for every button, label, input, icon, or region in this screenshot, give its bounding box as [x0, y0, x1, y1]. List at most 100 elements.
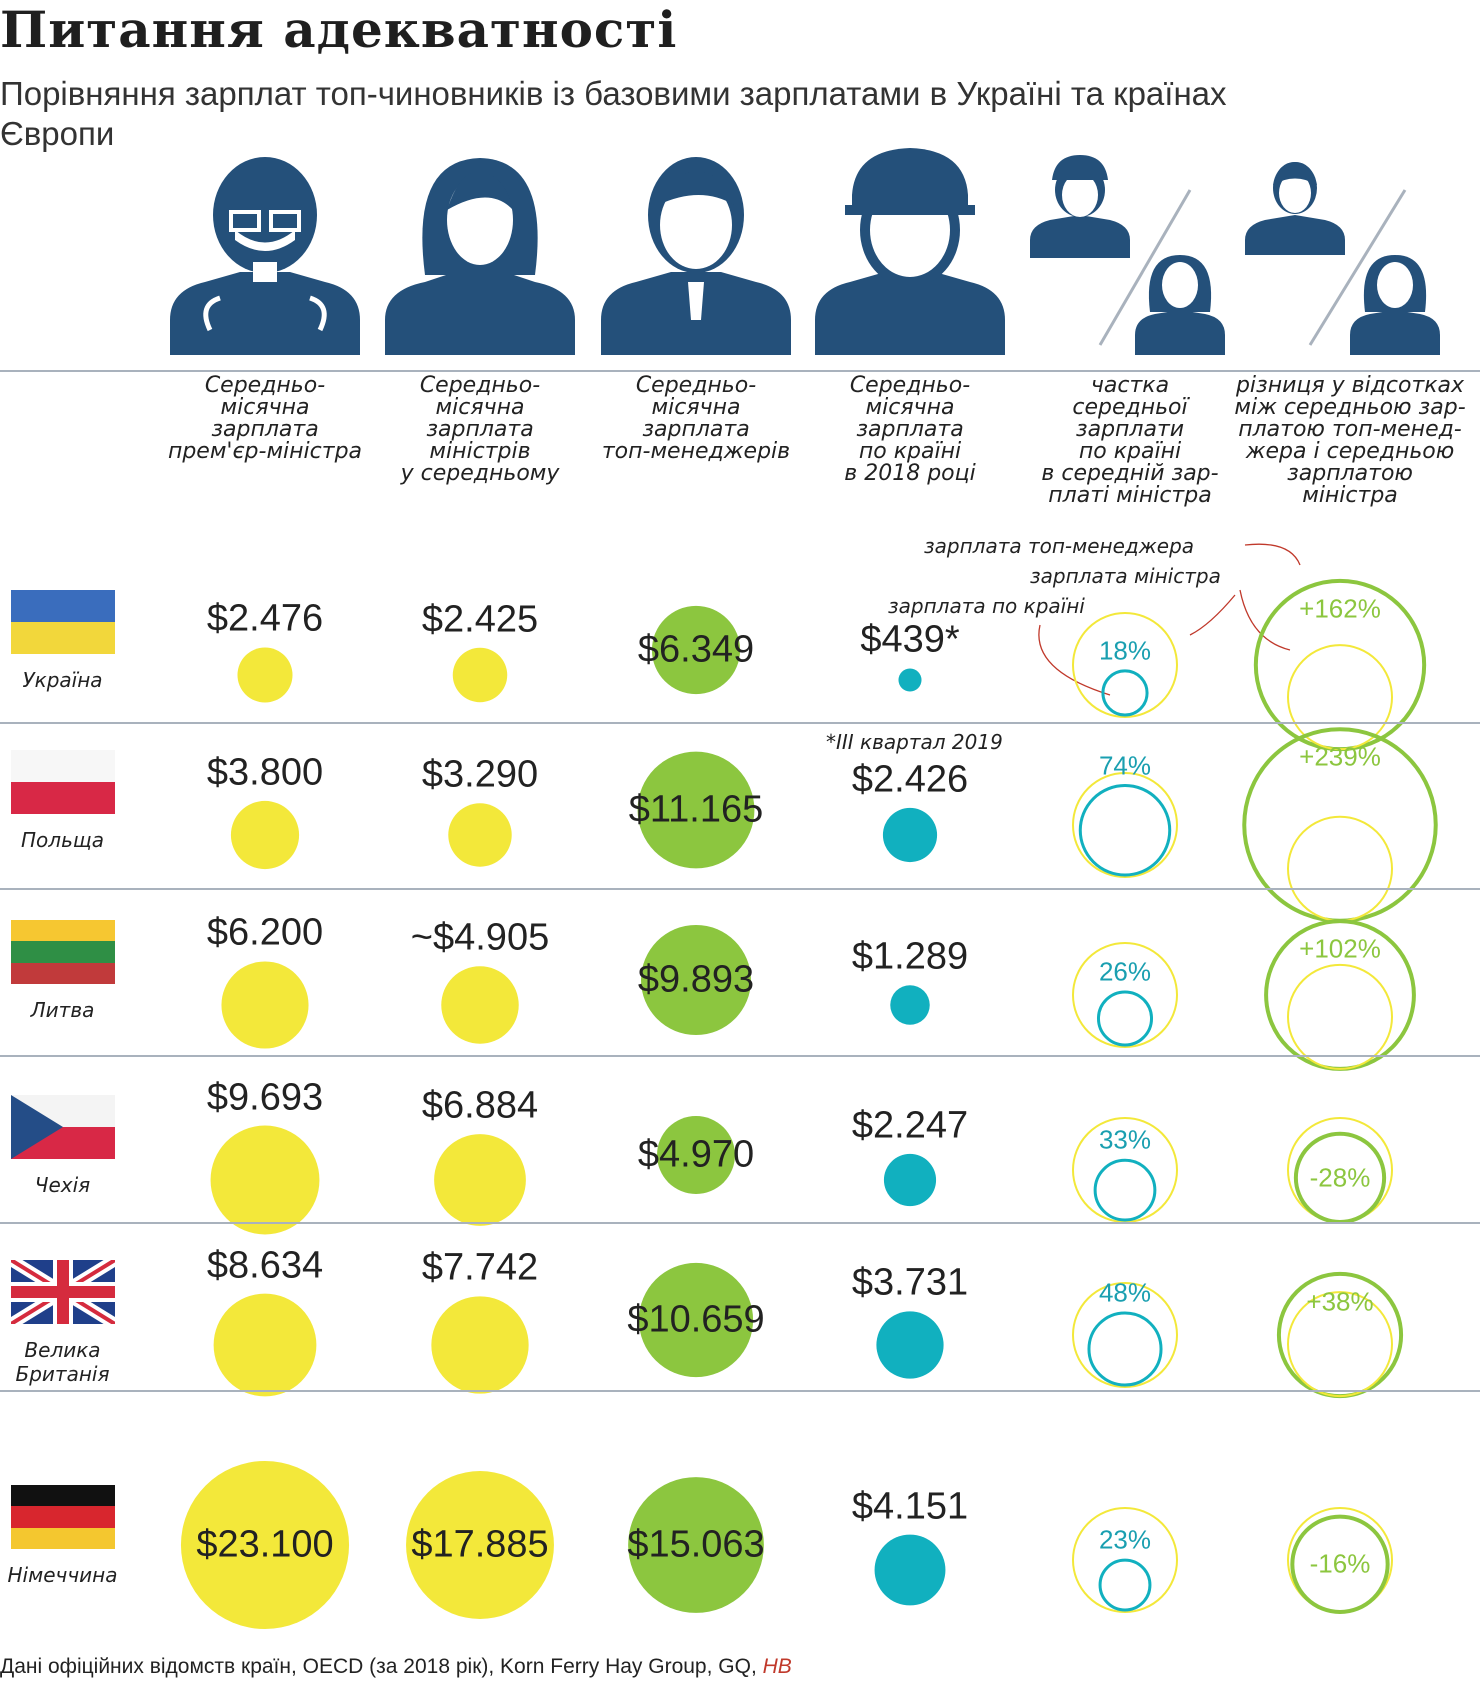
source-line: Дані офіційних відомств країн, OECD (за …: [0, 1655, 792, 1679]
diff-manager-ring: [1290, 1514, 1390, 1614]
poland-flag: [11, 750, 115, 814]
managers-circle: [657, 1116, 735, 1194]
legend-arrow-minister: [1189, 594, 1236, 636]
ministers-circle: [448, 803, 512, 867]
country-name: Велика Британія: [15, 1338, 110, 1386]
ministers-value: $6.884: [421, 1084, 539, 1127]
managers-value: $11.165: [628, 788, 764, 831]
diff-minister-ring: [1287, 815, 1393, 922]
legend-top-manager: зарплата топ-менеджера: [924, 534, 1195, 558]
country-name: Литва: [30, 998, 95, 1022]
avg-value: $3.731: [851, 1261, 969, 1304]
avg-value: $4.151: [851, 1485, 969, 1528]
avg-circle: [882, 807, 938, 863]
share-minister-ring: [1072, 1282, 1178, 1388]
worker-icon: [815, 148, 1005, 355]
share-minister-ring: [1072, 612, 1178, 718]
share-value: 26%: [1098, 956, 1152, 987]
column-header-managers: Середньо- місячна зарплата топ-менеджері…: [601, 373, 791, 464]
pm-value: $23.100: [196, 1523, 334, 1566]
avg-circle: [883, 1153, 937, 1207]
share-value: 23%: [1098, 1524, 1152, 1555]
ministers-value: $3.290: [421, 753, 539, 796]
diff-value: +102%: [1299, 933, 1381, 964]
rows-layer: [180, 578, 1438, 1630]
managers-circle: [628, 1477, 764, 1613]
legend-minister: зарплата міністра: [1030, 564, 1221, 588]
row-separator: [0, 888, 1480, 890]
pm-circle: [237, 647, 293, 703]
avg-circle: [890, 985, 930, 1025]
ministers-circle: [441, 966, 519, 1044]
row-separator: [0, 722, 1480, 724]
female-minister-icon: [385, 158, 575, 355]
share-country-ring: [1101, 669, 1149, 717]
pm-circle: [210, 1125, 320, 1235]
column-header-pm: Середньо- місячна зарплата прем'єр-мініс…: [167, 373, 363, 464]
ministers-circle: [434, 1134, 526, 1226]
avg-circle: [876, 1311, 944, 1379]
avg-value: $2.426: [851, 758, 969, 801]
avg-value: $2.247: [851, 1104, 969, 1147]
managers-value: $6.349: [637, 628, 755, 671]
prime-minister-icon: [170, 157, 360, 355]
source-text: Дані офіційних відомств країн, OECD (за …: [0, 1655, 757, 1678]
legend-arrow-minister-2: [1239, 589, 1291, 651]
ministers-circle: [406, 1471, 554, 1619]
pm-value: $6.200: [206, 911, 324, 954]
row-separator: [0, 370, 1480, 372]
pm-value: $2.476: [206, 597, 324, 640]
pm-circle: [180, 1460, 350, 1630]
pm-value: $3.800: [206, 751, 324, 794]
row-separator: [0, 1390, 1480, 1392]
share-minister-ring: [1072, 1507, 1178, 1613]
diff-minister-ring: [1287, 963, 1393, 1070]
managers-circle: [651, 605, 741, 695]
share-country-ring: [1087, 1311, 1163, 1387]
share-minister-ring: [1072, 942, 1178, 1048]
avg-circle: [874, 1534, 946, 1606]
legend-arrow-country: [1038, 624, 1111, 696]
lithuania-flag: [11, 920, 115, 984]
share-country-ring: [1093, 1158, 1157, 1222]
source-brand: НВ: [762, 1655, 792, 1678]
ministers-value: ~$4.905: [410, 916, 550, 959]
row-separator: [0, 1055, 1480, 1057]
managers-circle: [640, 924, 752, 1036]
avg-value: $1.289: [851, 935, 969, 978]
germany-flag: [11, 1485, 115, 1549]
ministers-circle: [431, 1296, 529, 1394]
managers-circle: [638, 1262, 754, 1378]
uk-flag: [7, 1254, 119, 1330]
share-country-ring: [1078, 784, 1172, 877]
pm-circle: [221, 961, 309, 1049]
country-name: Україна: [22, 668, 103, 692]
country-name: Німеччина: [7, 1563, 118, 1587]
share-value: 18%: [1098, 635, 1152, 666]
row-separator: [0, 1222, 1480, 1224]
footnote: *III квартал 2019: [826, 730, 1003, 754]
managers-value: $9.893: [637, 958, 755, 1001]
column-header-ministers: Середньо- місячна зарплата міністрів у с…: [400, 373, 560, 486]
column-header-share: частка середньої зарплати по країні в се…: [1041, 373, 1219, 508]
legend-arrow-top-manager: [1244, 543, 1301, 566]
ministers-value: $2.425: [421, 598, 539, 641]
worker-over-minister-icon: [1030, 155, 1225, 355]
ministers-value: $17.885: [411, 1523, 549, 1566]
managers-value: $15.063: [627, 1523, 765, 1566]
diff-minister-ring: [1287, 644, 1393, 751]
diff-value: +239%: [1299, 741, 1381, 772]
share-value: 33%: [1098, 1124, 1152, 1155]
top-manager-icon: [601, 157, 791, 355]
avg-value: $439*: [860, 618, 960, 661]
manager-over-minister-icon: [1245, 162, 1440, 355]
ministers-value: $7.742: [421, 1246, 539, 1289]
pm-value: $8.634: [206, 1244, 324, 1287]
diff-value: -16%: [1309, 1548, 1371, 1579]
ukraine-flag: [11, 590, 115, 654]
pm-circle: [230, 800, 300, 870]
managers-circle: [637, 751, 755, 869]
page-title: Питання адекватності: [0, 0, 678, 59]
pm-circle: [213, 1293, 317, 1397]
